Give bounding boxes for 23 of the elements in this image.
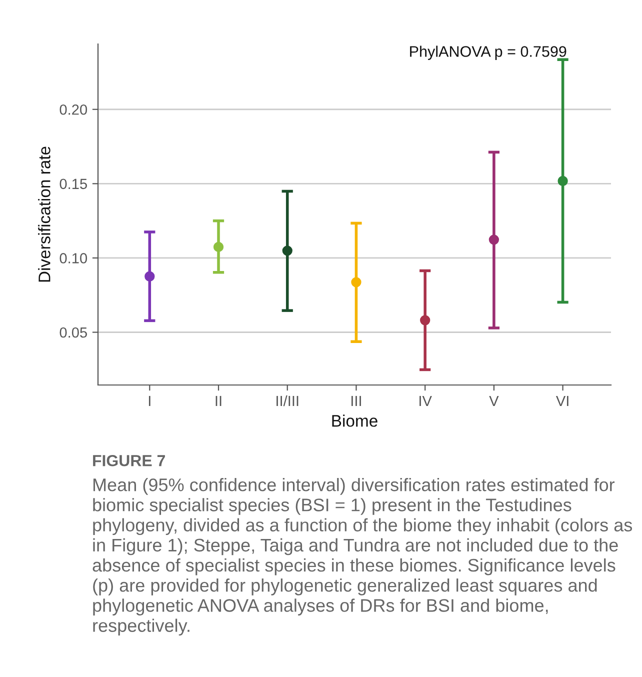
point [144,271,155,282]
y-tick-label: 0.15 [60,178,87,190]
x-tick-label: I [148,396,150,406]
point [420,315,430,326]
x-tick-label: VI [556,396,568,406]
point [213,242,224,252]
x-tick-label: II [216,396,222,406]
y-axis-title: Diversification rate [38,146,50,282]
text: Mean (95% confidence interval) diversification rates estimated for biomic specialist species (BSI = 1) present in the Testudines phylogeny, divided as a function of the biome they inhabit (colors as in Figure 1); Steppe, Taiga and Tundra are not included due to the absence of specialist species in these biomes. Significance levels (p) are provided for phylogenetic generalized least squares and phylogenetic ANOVA analyses of DRs for BSI and biome, respectively. [92,478,632,636]
y-tick-label: 0.05 [60,327,87,338]
point [488,234,500,245]
y-tick-label: 0.20 [60,104,88,115]
point [558,176,568,186]
x-tick-label: III [351,396,361,406]
caption: FIGURE 7 [93,454,165,466]
x-tick-label: IV [420,396,432,406]
y-tick-label: 0.10 [60,253,88,264]
x-tick-label: V [489,396,499,406]
x-tick-label: II/III [276,395,298,406]
point [282,246,292,256]
x-axis-title: Biome [332,414,378,427]
annotation: PhylANOVA p = 0.7599 [410,46,566,60]
point [351,277,362,288]
